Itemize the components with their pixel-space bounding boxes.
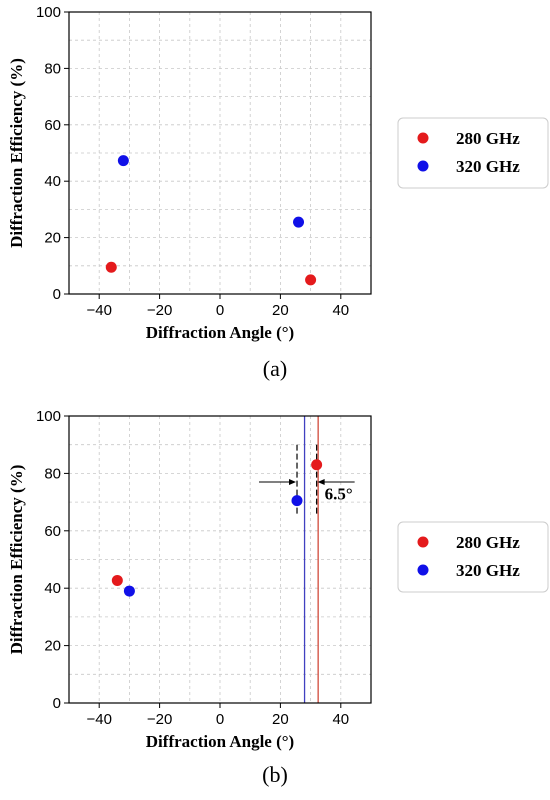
panel-caption: (b) bbox=[262, 762, 288, 787]
legend-marker bbox=[417, 160, 429, 172]
arrow-left-head bbox=[289, 479, 297, 486]
panel-caption: (a) bbox=[263, 356, 287, 381]
legend-box bbox=[397, 521, 549, 593]
legend-marker bbox=[417, 132, 429, 144]
data-point-280ghz bbox=[311, 459, 323, 471]
y-tick-label: 0 bbox=[53, 286, 61, 303]
x-tick-label: −40 bbox=[86, 302, 111, 319]
x-tick-label: 20 bbox=[272, 302, 289, 319]
y-tick-label: 40 bbox=[44, 580, 61, 597]
chart-panel-b: 6.5° −40 −20 0 20 40 0 20 40 60 80 100 Diffraction A… bbox=[7, 408, 549, 787]
angle-annotation: 6.5° bbox=[325, 484, 353, 503]
y-tick-label: 0 bbox=[53, 695, 61, 712]
data-point-320ghz bbox=[291, 495, 303, 507]
x-axis-label: Diffraction Angle (°) bbox=[146, 732, 294, 751]
x-tick-label: −20 bbox=[147, 302, 172, 319]
legend-label: 320 GHz bbox=[456, 157, 520, 176]
legend-marker bbox=[417, 564, 429, 576]
y-tick-label: 20 bbox=[44, 638, 61, 655]
data-point-280ghz bbox=[111, 574, 123, 586]
arrow-right-head bbox=[317, 479, 325, 486]
x-tick-label: 40 bbox=[332, 711, 349, 728]
x-tick-label: 0 bbox=[216, 302, 224, 319]
y-tick-label: 60 bbox=[44, 523, 61, 540]
legend-label: 280 GHz bbox=[456, 129, 520, 148]
x-tick-label: 0 bbox=[216, 711, 224, 728]
y-tick-label: 100 bbox=[36, 408, 61, 425]
x-tick-label: 20 bbox=[272, 711, 289, 728]
x-tick-label: −20 bbox=[147, 711, 172, 728]
y-tick-label: 80 bbox=[44, 465, 61, 482]
data-point-280ghz bbox=[105, 261, 117, 273]
data-point-320ghz bbox=[293, 216, 305, 228]
y-axis-label: Diffraction Efficiency (%) bbox=[7, 465, 26, 655]
legend: 280 GHz 320 GHz bbox=[397, 521, 549, 593]
y-tick-label: 60 bbox=[44, 117, 61, 134]
legend-box bbox=[397, 117, 549, 189]
data-point-320ghz bbox=[123, 585, 135, 597]
data-point-320ghz bbox=[117, 155, 129, 167]
legend-label: 280 GHz bbox=[456, 533, 520, 552]
x-tick-label: −40 bbox=[86, 711, 111, 728]
y-axis-label: Diffraction Efficiency (%) bbox=[7, 58, 26, 248]
legend: 280 GHz 320 GHz bbox=[397, 117, 549, 189]
y-tick-label: 100 bbox=[36, 4, 61, 21]
chart-panel-a: −40 −20 0 20 40 0 20 40 60 80 100 Diffraction Angle… bbox=[7, 4, 549, 381]
legend-label: 320 GHz bbox=[456, 561, 520, 580]
y-tick-label: 40 bbox=[44, 173, 61, 190]
x-axis-label: Diffraction Angle (°) bbox=[146, 323, 294, 342]
y-tick-label: 80 bbox=[44, 60, 61, 77]
x-tick-label: 40 bbox=[332, 302, 349, 319]
legend-marker bbox=[417, 536, 429, 548]
y-tick-label: 20 bbox=[44, 230, 61, 247]
data-point-280ghz bbox=[305, 274, 317, 286]
